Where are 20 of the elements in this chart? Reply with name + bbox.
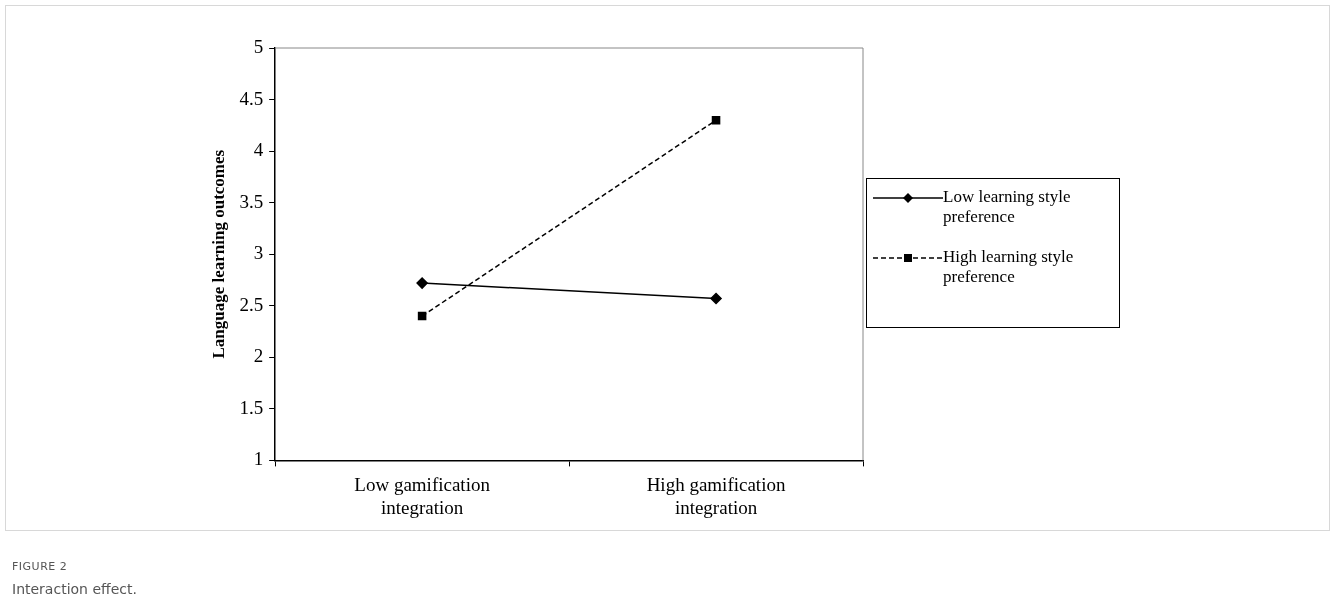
- y-tick-label: 3: [253, 242, 264, 264]
- y-tick-label: 2: [253, 345, 264, 367]
- y-tick-label: 5: [253, 35, 264, 57]
- point: [710, 292, 722, 305]
- x-tick-label: High gamification integration: [646, 473, 786, 518]
- y-tick-label: 4.5: [239, 87, 264, 109]
- y-tick-label: 2.5: [239, 293, 264, 315]
- text: Interaction effect.: [12, 581, 137, 597]
- y-tick-label: 1: [253, 448, 264, 470]
- y-tick-label: 3.5: [239, 190, 264, 212]
- caption: FIGURE 2: [12, 560, 69, 573]
- x-tick-label: Low gamification integration: [354, 473, 491, 518]
- legend-label: High learning style preference: [943, 247, 1075, 287]
- y-axis-title: Language learning outcomes: [208, 149, 228, 359]
- point: [416, 277, 428, 289]
- point: [711, 115, 721, 125]
- y-tick-label: 4: [253, 139, 264, 161]
- legend-label: Low learning style preference: [943, 187, 1072, 227]
- point: [417, 311, 427, 321]
- y-tick-label: 1.5: [239, 396, 264, 418]
